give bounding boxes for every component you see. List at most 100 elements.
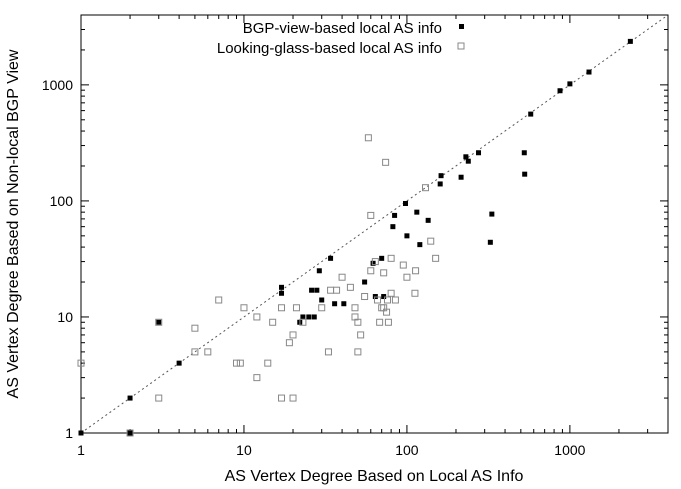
data-point-bgp: [404, 233, 410, 239]
legend: BGP-view-based local AS info Looking-gla…: [217, 20, 465, 57]
data-point-looking-glass: [292, 304, 300, 312]
data-point-bgp: [279, 290, 285, 296]
data-point-looking-glass: [253, 313, 261, 321]
data-point-looking-glass: [391, 296, 399, 304]
data-point-looking-glass: [367, 211, 375, 219]
data-point-bgp: [465, 158, 471, 164]
data-point-looking-glass: [338, 273, 346, 281]
data-point-bgp: [381, 294, 387, 300]
x-tick-label: 1: [77, 442, 85, 458]
data-point-bgp: [586, 69, 592, 75]
data-point-looking-glass: [371, 258, 379, 266]
data-point-looking-glass: [285, 339, 293, 347]
data-point-looking-glass: [126, 429, 134, 437]
data-point-looking-glass: [269, 318, 277, 326]
data-point-looking-glass: [155, 318, 163, 326]
data-point-looking-glass: [357, 331, 365, 339]
data-point-looking-glass: [346, 283, 354, 291]
data-point-looking-glass: [351, 304, 359, 312]
x-tick-label: 10: [236, 442, 252, 458]
data-point-bgp: [417, 242, 423, 248]
y-tick-label: 1: [65, 425, 73, 441]
data-point-bgp: [306, 314, 312, 320]
data-point-bgp: [437, 181, 443, 187]
data-point-looking-glass: [204, 348, 212, 356]
legend-label-looking-glass: Looking-glass-based local AS info: [217, 40, 442, 57]
data-point-bgp: [521, 150, 527, 156]
data-point-looking-glass: [299, 318, 307, 326]
data-point-bgp: [319, 297, 325, 303]
data-point-bgp: [309, 287, 315, 293]
data-point-looking-glass: [324, 348, 332, 356]
data-point-looking-glass: [384, 296, 392, 304]
data-point-bgp: [341, 301, 347, 307]
data-point-bgp: [425, 217, 431, 223]
data-point-looking-glass: [333, 286, 341, 294]
data-point-looking-glass: [318, 304, 326, 312]
data-point-bgp: [458, 174, 464, 180]
y-axis-label: AS Vertex Degree Based on Non-local BGP …: [5, 49, 22, 398]
data-point-bgp: [627, 38, 633, 44]
data-point-looking-glass: [191, 348, 199, 356]
data-point-bgp: [332, 301, 338, 307]
data-point-looking-glass: [264, 359, 272, 367]
data-point-looking-glass: [403, 273, 411, 281]
data-point-looking-glass: [77, 359, 85, 367]
data-point-looking-glass: [327, 286, 335, 294]
data-point-looking-glass: [155, 394, 163, 402]
data-point-bgp: [156, 319, 162, 325]
legend-label-bgp: BGP-view-based local AS info: [243, 20, 442, 37]
data-point-bgp: [567, 81, 573, 87]
data-point-looking-glass: [384, 318, 392, 326]
data-point-looking-glass: [354, 348, 362, 356]
data-point-looking-glass: [383, 308, 391, 316]
data-point-bgp: [311, 314, 317, 320]
data-point-bgp: [370, 260, 376, 266]
data-point-bgp: [390, 224, 396, 230]
data-point-looking-glass: [278, 394, 286, 402]
data-point-looking-glass: [382, 158, 390, 166]
data-point-looking-glass: [191, 324, 199, 332]
data-point-bgp: [127, 395, 133, 401]
data-point-bgp: [476, 150, 482, 156]
data-point-looking-glass: [387, 289, 395, 297]
data-point-bgp: [127, 430, 133, 436]
data-point-looking-glass: [367, 267, 375, 275]
axis-tick-labels: 1 10 100 1000 1 10 100 1000: [42, 77, 586, 458]
diagonal-reference-line: [80, 14, 669, 434]
data-point-bgp: [414, 209, 420, 215]
data-point-looking-glass: [399, 261, 407, 269]
data-point-bgp: [557, 88, 563, 94]
data-point-bgp: [314, 287, 320, 293]
series-bgp-points: [78, 38, 633, 436]
data-point-bgp: [392, 212, 398, 218]
data-point-looking-glass: [387, 254, 395, 262]
data-point-looking-glass: [411, 289, 419, 297]
data-point-bgp: [279, 284, 285, 290]
data-point-bgp: [176, 360, 182, 366]
data-point-looking-glass: [289, 394, 297, 402]
data-point-bgp: [300, 314, 306, 320]
data-point-looking-glass: [215, 296, 223, 304]
data-point-looking-glass: [421, 184, 429, 192]
series-looking-glass-points: [77, 134, 440, 437]
data-point-bgp: [522, 171, 528, 177]
y-tick-label: 10: [57, 309, 73, 325]
legend-marker-bgp: [459, 24, 464, 29]
data-point-bgp: [379, 255, 385, 261]
plot-frame: [80, 14, 669, 434]
data-point-looking-glass: [432, 254, 440, 262]
axis-ticks: [80, 14, 669, 434]
data-point-bgp: [316, 268, 322, 274]
data-point-looking-glass: [354, 318, 362, 326]
data-point-bgp: [463, 154, 469, 160]
data-point-bgp: [489, 211, 495, 217]
data-point-looking-glass: [278, 304, 286, 312]
data-point-looking-glass: [376, 318, 384, 326]
y-tick-label: 100: [50, 193, 74, 209]
data-point-looking-glass: [236, 359, 244, 367]
data-point-looking-glass: [427, 237, 435, 245]
x-tick-label: 100: [395, 442, 419, 458]
data-point-looking-glass: [253, 374, 261, 382]
